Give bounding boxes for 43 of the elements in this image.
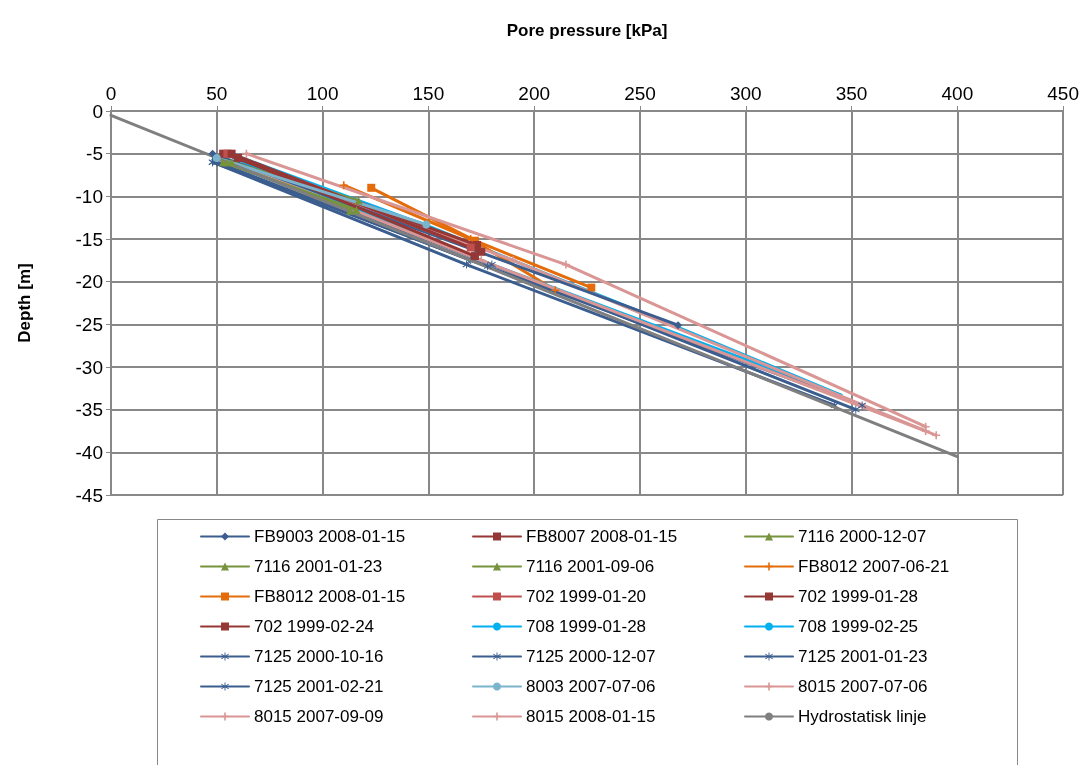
x-tick-label: 250 xyxy=(624,83,656,104)
y-tick-label: -25 xyxy=(75,313,103,335)
y-tick-label: -30 xyxy=(75,356,103,378)
x-tick-label: 200 xyxy=(518,83,551,104)
legend-label: 708 1999-02-25 xyxy=(798,617,919,636)
x-tick-label: 0 xyxy=(105,83,117,104)
legend-label: 702 1999-01-28 xyxy=(798,587,919,606)
legend-label: 702 1999-02-24 xyxy=(254,617,375,636)
y-axis-title: Depth [m] xyxy=(15,263,34,343)
x-tick-label: 50 xyxy=(206,83,228,104)
legend-label: FB9003 2008-01-15 xyxy=(254,527,406,546)
y-tick-label: -15 xyxy=(75,228,103,250)
x-tick-label: 350 xyxy=(835,83,868,104)
legend-label: 8015 2007-07-06 xyxy=(798,677,928,696)
x-tick-label: 450 xyxy=(1047,83,1079,104)
y-tick-label: -40 xyxy=(75,441,103,463)
y-tick-label: -10 xyxy=(75,185,103,207)
legend-label: 708 1999-01-28 xyxy=(526,617,647,636)
y-tick-label: -45 xyxy=(75,484,103,506)
x-tick-label: 100 xyxy=(306,83,339,104)
legend-label: 8015 2007-09-09 xyxy=(254,707,384,726)
legend-label: 702 1999-01-20 xyxy=(526,587,647,606)
x-tick-label: 300 xyxy=(729,83,762,104)
legend-label: 7125 2000-12-07 xyxy=(526,647,656,666)
legend-label: FB8012 2008-01-15 xyxy=(254,587,406,606)
legend-label: 7116 2001-09-06 xyxy=(526,557,655,576)
y-tick-label: -5 xyxy=(86,143,103,165)
y-tick-label: -20 xyxy=(75,271,103,293)
legend-label: 7125 2001-02-21 xyxy=(254,677,384,696)
x-axis-title: Pore pressure [kPa] xyxy=(506,21,668,40)
legend-label: FB8007 2008-01-15 xyxy=(526,527,678,546)
x-tick-label: 150 xyxy=(412,83,445,104)
legend-label: 7116 2001-01-23 xyxy=(254,557,383,576)
legend-label: 8003 2007-07-06 xyxy=(526,677,656,696)
legend-label: 7116 2000-12-07 xyxy=(798,527,927,546)
legend-label: FB8012 2007-06-21 xyxy=(798,557,950,576)
x-tick-label: 400 xyxy=(941,83,974,104)
y-tick-label: 0 xyxy=(92,100,103,122)
legend-label: Hydrostatisk linje xyxy=(798,707,927,726)
y-tick-label: -35 xyxy=(75,399,103,421)
legend-label: 7125 2000-10-16 xyxy=(254,647,384,666)
legend-label: 8015 2008-01-15 xyxy=(526,707,656,726)
legend-label: 7125 2001-01-23 xyxy=(798,647,928,666)
